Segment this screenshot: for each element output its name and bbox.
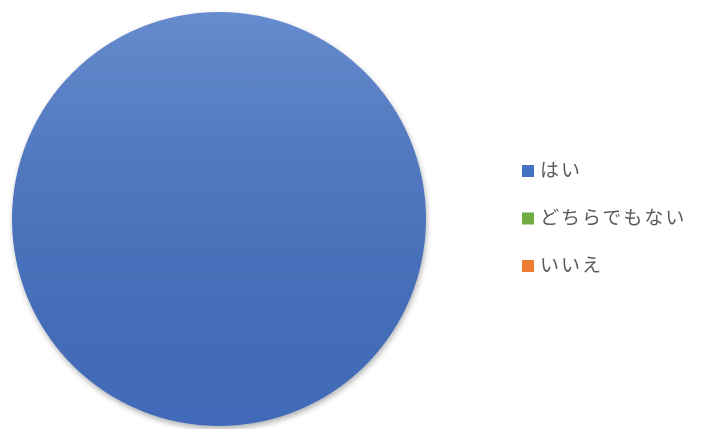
legend-swatch bbox=[522, 165, 534, 177]
legend-swatch bbox=[522, 260, 534, 272]
legend-label: どちらでもない bbox=[540, 207, 686, 229]
legend-label: いいえ bbox=[540, 255, 603, 277]
legend-label: はい bbox=[540, 160, 582, 182]
pie bbox=[12, 12, 426, 426]
pie-slice bbox=[12, 12, 426, 426]
legend-swatch bbox=[522, 212, 534, 225]
